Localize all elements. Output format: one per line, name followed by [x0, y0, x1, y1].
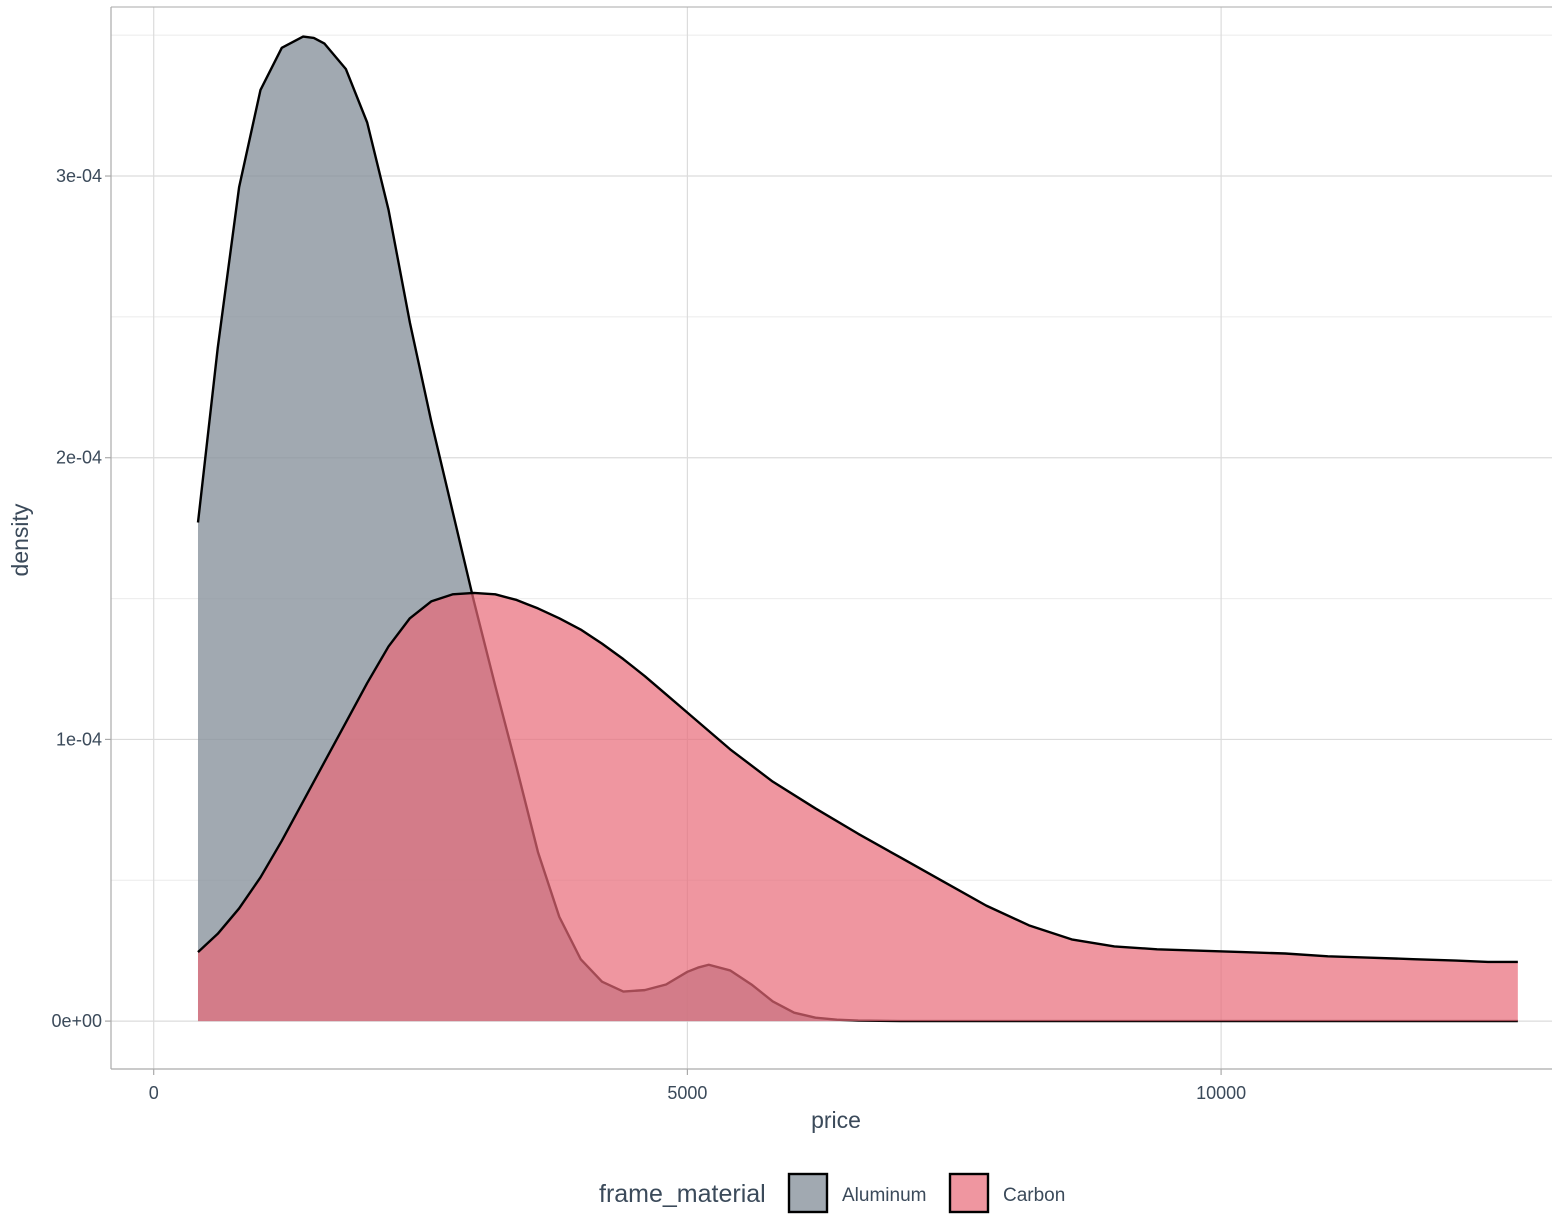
x-tick-labels: 0 5000 10000 [149, 1069, 1246, 1103]
density-area-carbon [197, 592, 1518, 1022]
y-tick-label: 3e-04 [56, 166, 102, 186]
legend-title: frame_material [599, 1180, 766, 1208]
legend-key-aluminum [787, 1172, 829, 1214]
x-axis-title: price [811, 1107, 861, 1133]
legend: frame_material Aluminum Carbon [599, 1172, 1065, 1214]
legend-key-carbon [948, 1172, 990, 1214]
x-tick-label: 0 [149, 1083, 159, 1103]
x-tick-label: 10000 [1196, 1083, 1246, 1103]
legend-entries: Aluminum Carbon [787, 1172, 1065, 1214]
y-axis-title: density [7, 503, 33, 576]
y-tick-label: 0e+00 [51, 1011, 102, 1031]
y-tick-label: 2e-04 [56, 448, 102, 468]
legend-label-carbon: Carbon [1003, 1185, 1065, 1206]
y-tick-label: 1e-04 [56, 729, 102, 749]
density-line-carbon [197, 591, 1518, 964]
y-tick-labels: 0e+00 1e-04 2e-04 3e-04 [51, 166, 111, 1031]
legend-label-aluminum: Aluminum [842, 1185, 926, 1206]
axes [110, 6, 1552, 1070]
density-areas [196, 35, 1518, 1023]
x-tick-label: 5000 [667, 1083, 707, 1103]
